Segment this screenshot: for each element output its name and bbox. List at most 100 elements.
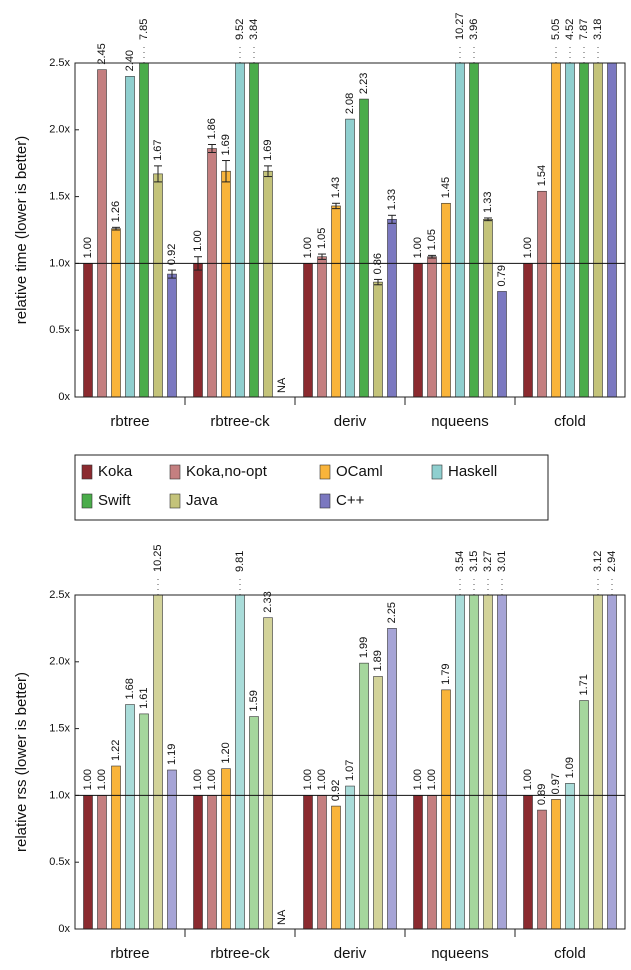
value-label: 1.00: [96, 769, 108, 790]
x-tick-label: cfold: [554, 413, 586, 430]
y-tick-label: 0x: [58, 391, 70, 403]
bar: [97, 795, 107, 929]
bar: [441, 202, 451, 397]
y-axis-label: relative time (lower is better): [13, 136, 30, 324]
y-tick-label: 2.0x: [49, 656, 70, 668]
bar: [497, 291, 507, 397]
bar: [413, 263, 423, 397]
bar: [551, 799, 561, 929]
legend-label: Haskell: [448, 463, 497, 480]
bar: [221, 170, 231, 397]
value-label: 3.12: [592, 551, 604, 572]
y-tick-label: 0.5x: [49, 856, 70, 868]
bar: [427, 256, 437, 397]
value-label: 0.79: [496, 265, 508, 286]
value-label: 3.18: [592, 19, 604, 40]
y-tick-label: 1.0x: [49, 789, 70, 801]
value-label: 3.27: [482, 551, 494, 572]
bar: [317, 256, 327, 397]
value-label: 1.09: [564, 757, 576, 778]
bar: [413, 795, 423, 929]
value-label: 1.19: [166, 744, 178, 765]
value-label: 2.25: [386, 602, 398, 623]
y-tick-label: 1.5x: [49, 191, 70, 203]
value-label: 2.08: [344, 93, 356, 114]
value-label: 7.85: [138, 19, 150, 40]
value-label: 0.89: [536, 784, 548, 805]
value-label: 0.97: [550, 773, 562, 794]
bar: [359, 98, 369, 397]
value-label: 9.52: [234, 19, 246, 40]
value-label: 1.99: [358, 637, 370, 658]
value-label: 0.92: [330, 780, 342, 801]
bar: [331, 805, 341, 929]
value-label: NA: [276, 909, 288, 925]
bar: [469, 63, 479, 397]
x-tick-label: rbtree: [110, 413, 149, 430]
value-label: 1.20: [220, 742, 232, 763]
value-label: 0.92: [166, 244, 178, 265]
value-label: 1.00: [426, 769, 438, 790]
value-label: 1.00: [192, 230, 204, 251]
bar: [303, 263, 313, 397]
value-label: 1.00: [522, 237, 534, 258]
value-label: 1.59: [248, 690, 260, 711]
legend-swatch: [431, 464, 443, 480]
plot-frame: [74, 62, 626, 398]
plot: [83, 595, 617, 929]
value-label: 3.54: [454, 551, 466, 572]
plot-frame: [74, 594, 626, 930]
bar: [249, 716, 259, 929]
bar: [359, 662, 369, 929]
value-label: 1.69: [262, 139, 274, 160]
bar: [579, 700, 589, 929]
value-label: 1.67: [152, 139, 164, 160]
bar: [97, 69, 107, 397]
x-tick-label: rbtree-ck: [210, 945, 270, 962]
bar: [497, 595, 507, 929]
legend-label: Java: [186, 492, 218, 509]
x-tick-label: deriv: [334, 413, 367, 430]
bar: [263, 617, 273, 929]
value-label: 3.01: [496, 551, 508, 572]
value-label: 1.86: [206, 118, 218, 139]
value-label: 2.94: [606, 551, 618, 572]
bar: [427, 795, 437, 929]
bar: [207, 148, 217, 397]
legend-label: Swift: [98, 492, 131, 509]
bar: [607, 63, 617, 397]
bar: [153, 173, 163, 397]
value-label: 1.26: [110, 201, 122, 222]
value-label: 1.45: [440, 177, 452, 198]
bar: [167, 769, 177, 929]
legend-swatch: [319, 493, 331, 509]
x-tick-label: nqueens: [431, 945, 489, 962]
y-tick-label: 1.0x: [49, 257, 70, 269]
bar: [537, 190, 547, 397]
bar: [455, 63, 465, 397]
bar: [551, 63, 561, 397]
bar: [83, 263, 93, 397]
y-tick-label: 2.5x: [49, 589, 70, 601]
value-label: 2.23: [358, 73, 370, 94]
bar: [537, 809, 547, 929]
value-label: 1.00: [206, 769, 218, 790]
bar: [249, 63, 259, 397]
legend-label: OCaml: [336, 463, 383, 480]
value-label: 1.22: [110, 740, 122, 761]
bar: [523, 263, 533, 397]
value-label: 1.00: [192, 769, 204, 790]
legend-box: [74, 454, 549, 521]
bar: [167, 273, 177, 397]
legend-swatch: [81, 493, 93, 509]
x-tick-label: deriv: [334, 945, 367, 962]
bar: [455, 595, 465, 929]
value-label: 1.00: [82, 237, 94, 258]
value-label: 1.05: [316, 228, 328, 249]
value-label: 2.45: [96, 43, 108, 64]
bar: [263, 170, 273, 397]
bar: [345, 785, 355, 929]
y-tick-label: 1.5x: [49, 723, 70, 735]
value-label: 1.68: [124, 678, 136, 699]
bar: [139, 713, 149, 929]
